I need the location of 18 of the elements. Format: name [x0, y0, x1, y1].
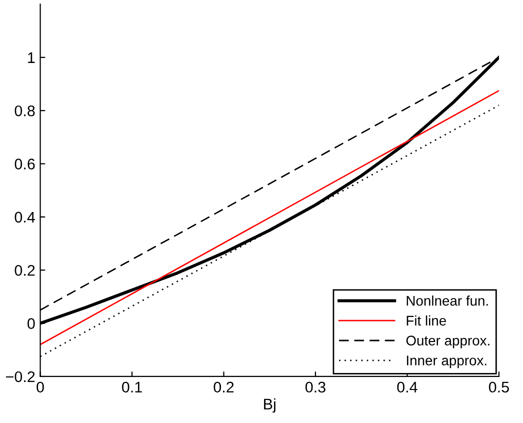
x-tick-label: 0.2: [214, 382, 234, 393]
y-tick-label: 0.6: [14, 158, 35, 170]
legend-label: Fit line: [406, 315, 446, 326]
legend-label: Nonlnear fun.: [406, 296, 488, 306]
y-tick-label: 0: [28, 318, 35, 329]
y-tick-label: 0.2: [14, 264, 35, 276]
y-tick-label: 1: [28, 52, 35, 63]
y-tick-label: 0.8: [14, 105, 35, 116]
x-axis-title: Bj: [264, 398, 276, 413]
legend-label: Inner approx.: [406, 356, 486, 368]
x-tick-label: 0.1: [122, 382, 142, 393]
x-tick-label: 0: [36, 382, 44, 393]
x-tick-label: 0.5: [488, 382, 509, 393]
legend-label: Outer approx.: [406, 336, 490, 348]
x-tick-label: 0.4: [397, 382, 418, 393]
y-tick-label: −0.2: [6, 371, 35, 382]
y-tick-label: 0.4: [14, 212, 35, 223]
x-tick-label: 0.3: [305, 382, 326, 393]
